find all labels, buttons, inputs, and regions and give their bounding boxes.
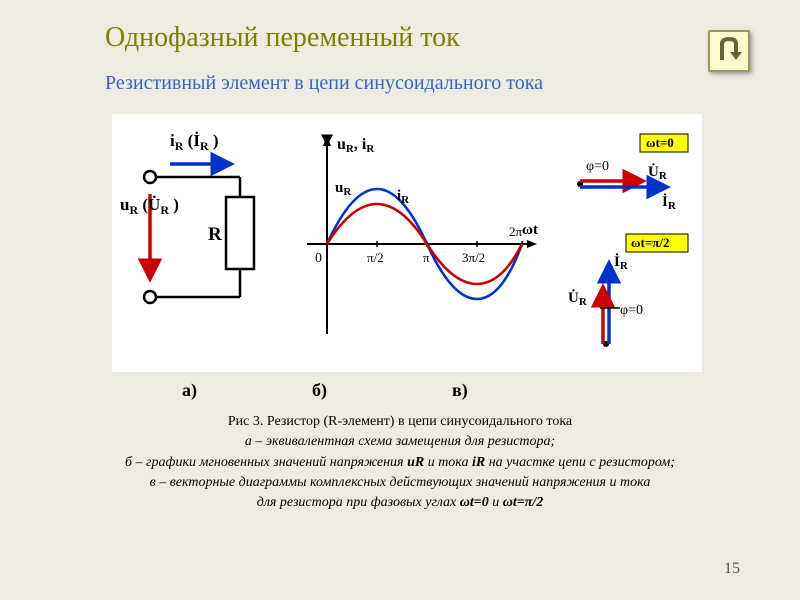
cap5b: ωt=0 [460,495,489,510]
svg-text:0: 0 [315,251,322,266]
svg-text:İR: İR [662,193,677,212]
svg-text:φ=0: φ=0 [586,159,609,174]
svg-text:3π/2: 3π/2 [462,250,485,265]
subfigure-labels: а) б) в) [112,380,702,404]
cap3u: uR [407,455,424,470]
cap3p: на участке цепи с резистором; [489,455,675,470]
cap5d: ωt=π/2 [503,495,544,510]
u-turn-arrow-icon [710,32,748,70]
svg-text:ωt=0: ωt=0 [646,135,674,150]
slide-root: Однофазный переменный ток Резистивный эл… [0,0,800,600]
figure-caption: Рис 3. Резистор (R-элемент) в цепи синус… [80,412,720,513]
label-a: а) [182,380,197,401]
caption-line1: Рис 3. Резистор (R-элемент) в цепи синус… [228,414,572,429]
back-button[interactable] [708,30,750,72]
svg-text:π: π [423,250,430,265]
page-number: 15 [724,560,740,578]
circuit-diagram: iR (İR ) R uR (U̇R ) [120,131,254,303]
cap3a: б – графики мгновенных значений напряжен… [125,455,407,470]
caption-line2: а – эквивалентная схема замещения для ре… [245,434,555,449]
svg-text:2π: 2π [509,224,523,239]
caption-line4: в – векторные диаграммы комплексных дейс… [150,475,651,490]
label-v: в) [452,380,468,401]
label-b: б) [312,380,327,401]
svg-text:uR: uR [335,180,352,198]
svg-text:U̇R: U̇R [568,289,588,308]
svg-text:R: R [208,224,222,245]
svg-text:φ=0: φ=0 [620,303,643,318]
svg-text:iR (İR ): iR (İR ) [170,131,219,154]
svg-text:İR: İR [614,253,629,272]
slide-subtitle: Резистивный элемент в цепи синусоидально… [105,72,543,95]
phasor-wt0: ωt=0 φ=0 U̇R İR [577,134,688,212]
cap3m: и тока [428,455,472,470]
slide-title: Однофазный переменный ток [105,22,460,54]
cap5c: и [492,495,503,510]
svg-text:uR, iR: uR, iR [337,136,375,155]
cap3i: iR [472,455,485,470]
phasor-wt90: ωt=π/2 İR U̇R φ=0 [568,234,688,347]
svg-text:ωt=π/2: ωt=π/2 [631,235,669,250]
svg-text:ωt: ωt [522,222,538,238]
svg-text:U̇R: U̇R [648,163,668,182]
svg-text:iR: iR [397,188,410,206]
figure-panel: iR (İR ) R uR (U̇R ) [112,114,702,372]
svg-text:π/2: π/2 [367,250,384,265]
cap5a: для резистора при фазовых углах [257,495,460,510]
sine-plot: uR, iR ωt 0 π/2 π 3π/2 2π uR i [307,136,538,334]
